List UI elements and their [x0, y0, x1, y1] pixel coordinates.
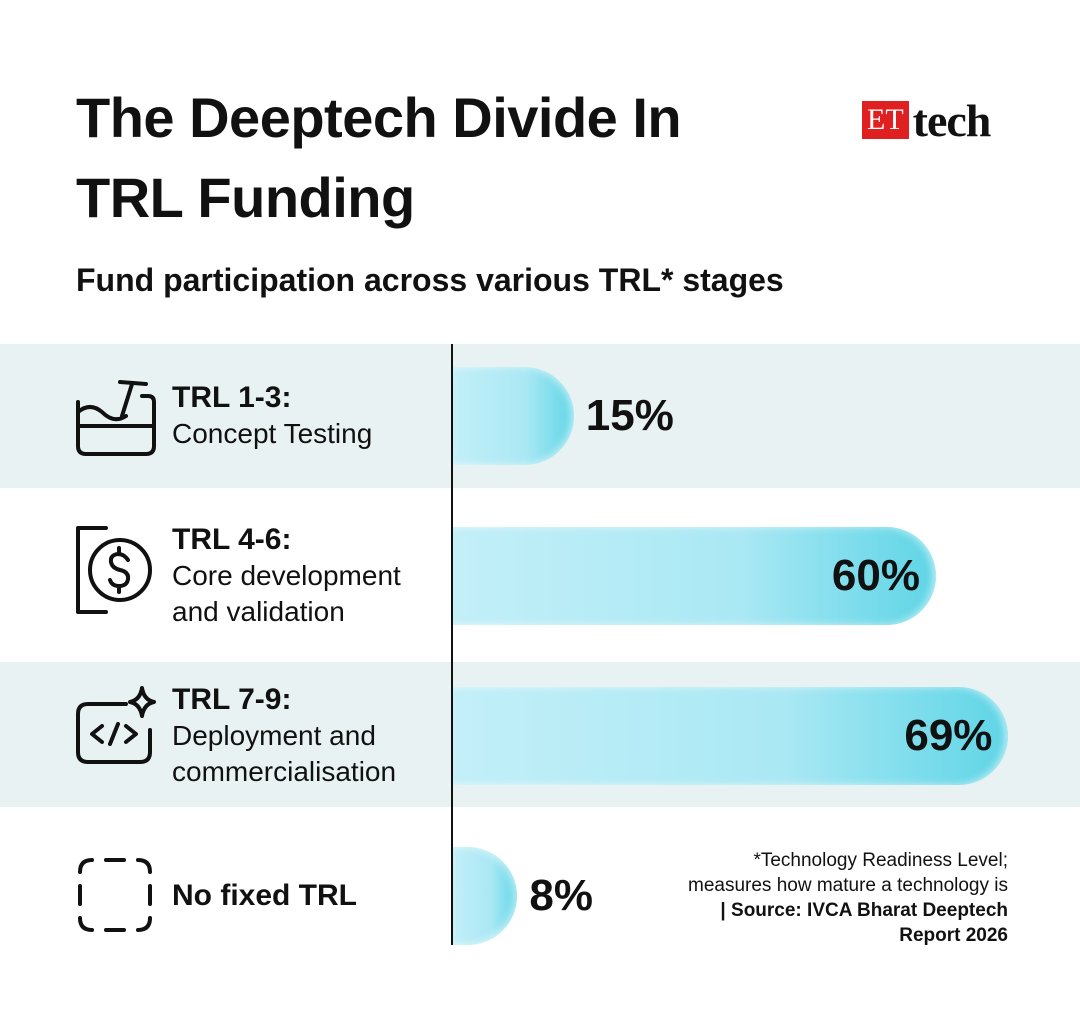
- bar: [453, 687, 1009, 785]
- chart-subtitle: Fund participation across various TRL* s…: [76, 262, 784, 298]
- icon-deployment: [76, 686, 156, 764]
- value-label: 8%: [529, 871, 593, 920]
- category-description: Deployment and commercialisation: [172, 720, 397, 787]
- icon-none: [78, 858, 152, 932]
- value-label: 15%: [585, 391, 674, 440]
- category-label: No fixed TRL: [172, 879, 357, 912]
- bar: [453, 847, 518, 945]
- category-label: TRL 1-3:: [172, 381, 292, 414]
- chart-title: The Deeptech Divide In TRL Funding: [76, 86, 682, 229]
- logo-et: ET: [862, 101, 909, 139]
- value-label: 60%: [831, 551, 920, 600]
- value-label: 69%: [904, 711, 993, 760]
- icon-funding: [76, 526, 152, 614]
- category-label: TRL 4-6:: [172, 523, 292, 556]
- source: | Source: IVCA Bharat Deeptech Report 20…: [720, 900, 1008, 946]
- axis-line: [451, 344, 453, 945]
- bar: [453, 527, 936, 625]
- note: *Technology Readiness Level; measures ho…: [688, 850, 1008, 896]
- category-description: Core development and validation: [172, 560, 401, 627]
- bar: [453, 367, 574, 465]
- category-description: Concept Testing: [172, 418, 373, 449]
- icon-concept: [76, 380, 156, 456]
- logo: ET tech: [862, 95, 991, 146]
- logo-tech: tech: [912, 94, 992, 146]
- category-label: TRL 7-9:: [172, 683, 292, 716]
- footnote: *Technology Readiness Level; measures ho…: [688, 848, 1008, 948]
